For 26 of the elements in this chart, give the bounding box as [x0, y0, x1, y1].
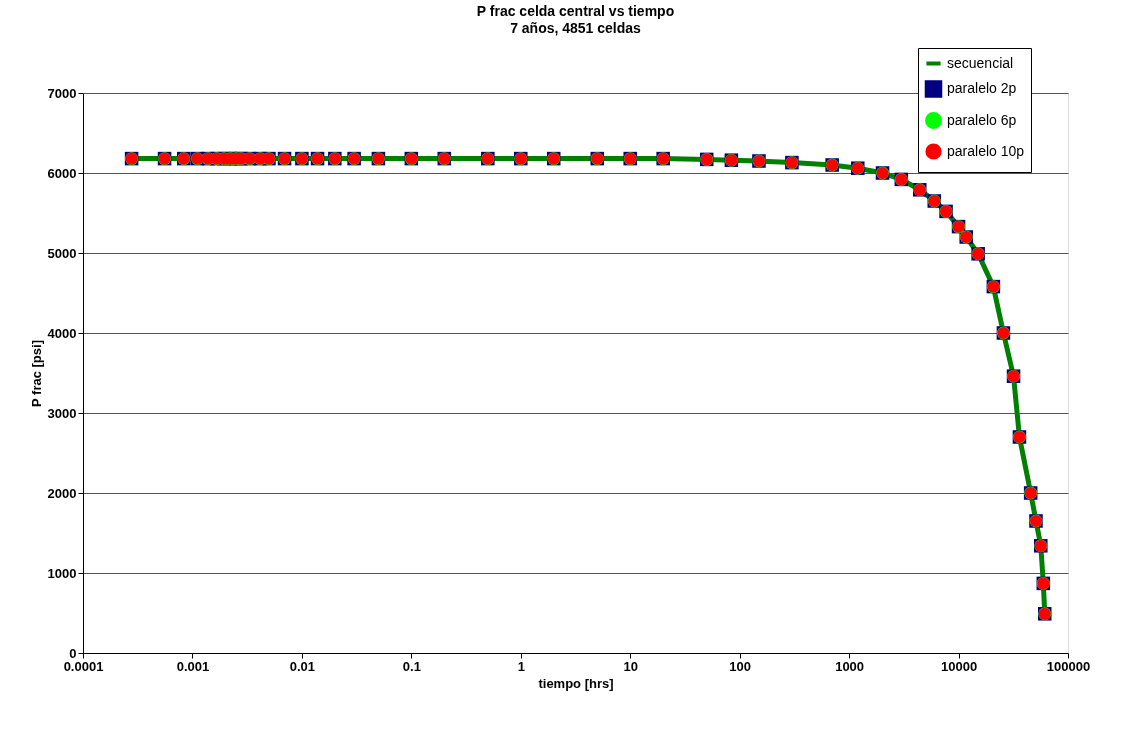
y-tick-label: 6000 [47, 165, 77, 181]
y-tick-label: 5000 [47, 245, 77, 261]
x-tick-label: 0.001 [176, 658, 210, 674]
x-tick-label: 100000 [1046, 658, 1091, 674]
legend-label: paralelo 6p [947, 111, 1017, 128]
y-tick-label: 4000 [47, 325, 77, 341]
legend-label: paralelo 2p [947, 80, 1017, 96]
y-tick-label: 7000 [47, 85, 77, 101]
x-axis-title: tiempo [hrs] [538, 675, 614, 691]
legend-label: paralelo 10p [947, 142, 1025, 159]
x-tick-label: 0.0001 [63, 658, 104, 674]
x-tick-label: 0.01 [289, 658, 316, 674]
x-tick-label: 1000 [835, 658, 865, 674]
x-tick-label: 0.1 [402, 658, 421, 674]
y-tick-label: 2000 [47, 485, 77, 501]
y-tick-label: 3000 [47, 405, 77, 421]
legend-label: secuencial [947, 54, 1014, 71]
y-tick-label: 1000 [47, 565, 77, 581]
x-tick-label: 10000 [940, 658, 978, 674]
chart-title: P frac celda central vs tiempo [476, 2, 675, 19]
x-tick-label: 1 [517, 658, 525, 674]
y-axis-title: P frac [psi] [28, 340, 44, 407]
chart-subtitle: 7 años, 4851 celdas [510, 19, 642, 36]
x-tick-label: 10 [623, 658, 638, 674]
x-tick-label: 100 [729, 658, 752, 674]
y-tick-label: 0 [69, 645, 77, 661]
